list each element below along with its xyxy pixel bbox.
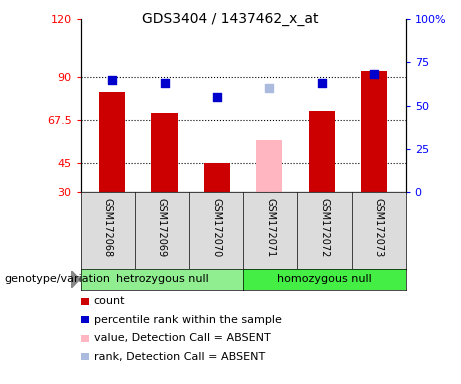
Text: genotype/variation: genotype/variation [5,274,111,285]
Point [213,94,221,100]
Text: hetrozygous null: hetrozygous null [116,274,208,285]
Point [266,85,273,91]
Text: GSM172071: GSM172071 [265,198,275,257]
Text: value, Detection Call = ABSENT: value, Detection Call = ABSENT [94,333,270,343]
Text: rank, Detection Call = ABSENT: rank, Detection Call = ABSENT [94,352,265,362]
Bar [99,92,125,192]
Point [371,71,378,78]
Point [161,80,168,86]
Bar [256,140,283,192]
Text: GSM172073: GSM172073 [373,198,384,257]
Text: homozygous null: homozygous null [277,274,372,285]
Text: percentile rank within the sample: percentile rank within the sample [94,315,282,325]
Text: GSM172069: GSM172069 [157,198,167,257]
Text: GDS3404 / 1437462_x_at: GDS3404 / 1437462_x_at [142,12,319,25]
Point [108,77,116,83]
Text: GSM172068: GSM172068 [103,198,113,257]
Bar [152,113,177,192]
Text: GSM172072: GSM172072 [319,198,330,258]
Text: count: count [94,296,125,306]
Point [318,80,325,86]
Text: GSM172070: GSM172070 [211,198,221,257]
Bar [361,71,387,192]
Polygon shape [71,271,80,288]
Bar [309,111,335,192]
Bar [204,163,230,192]
